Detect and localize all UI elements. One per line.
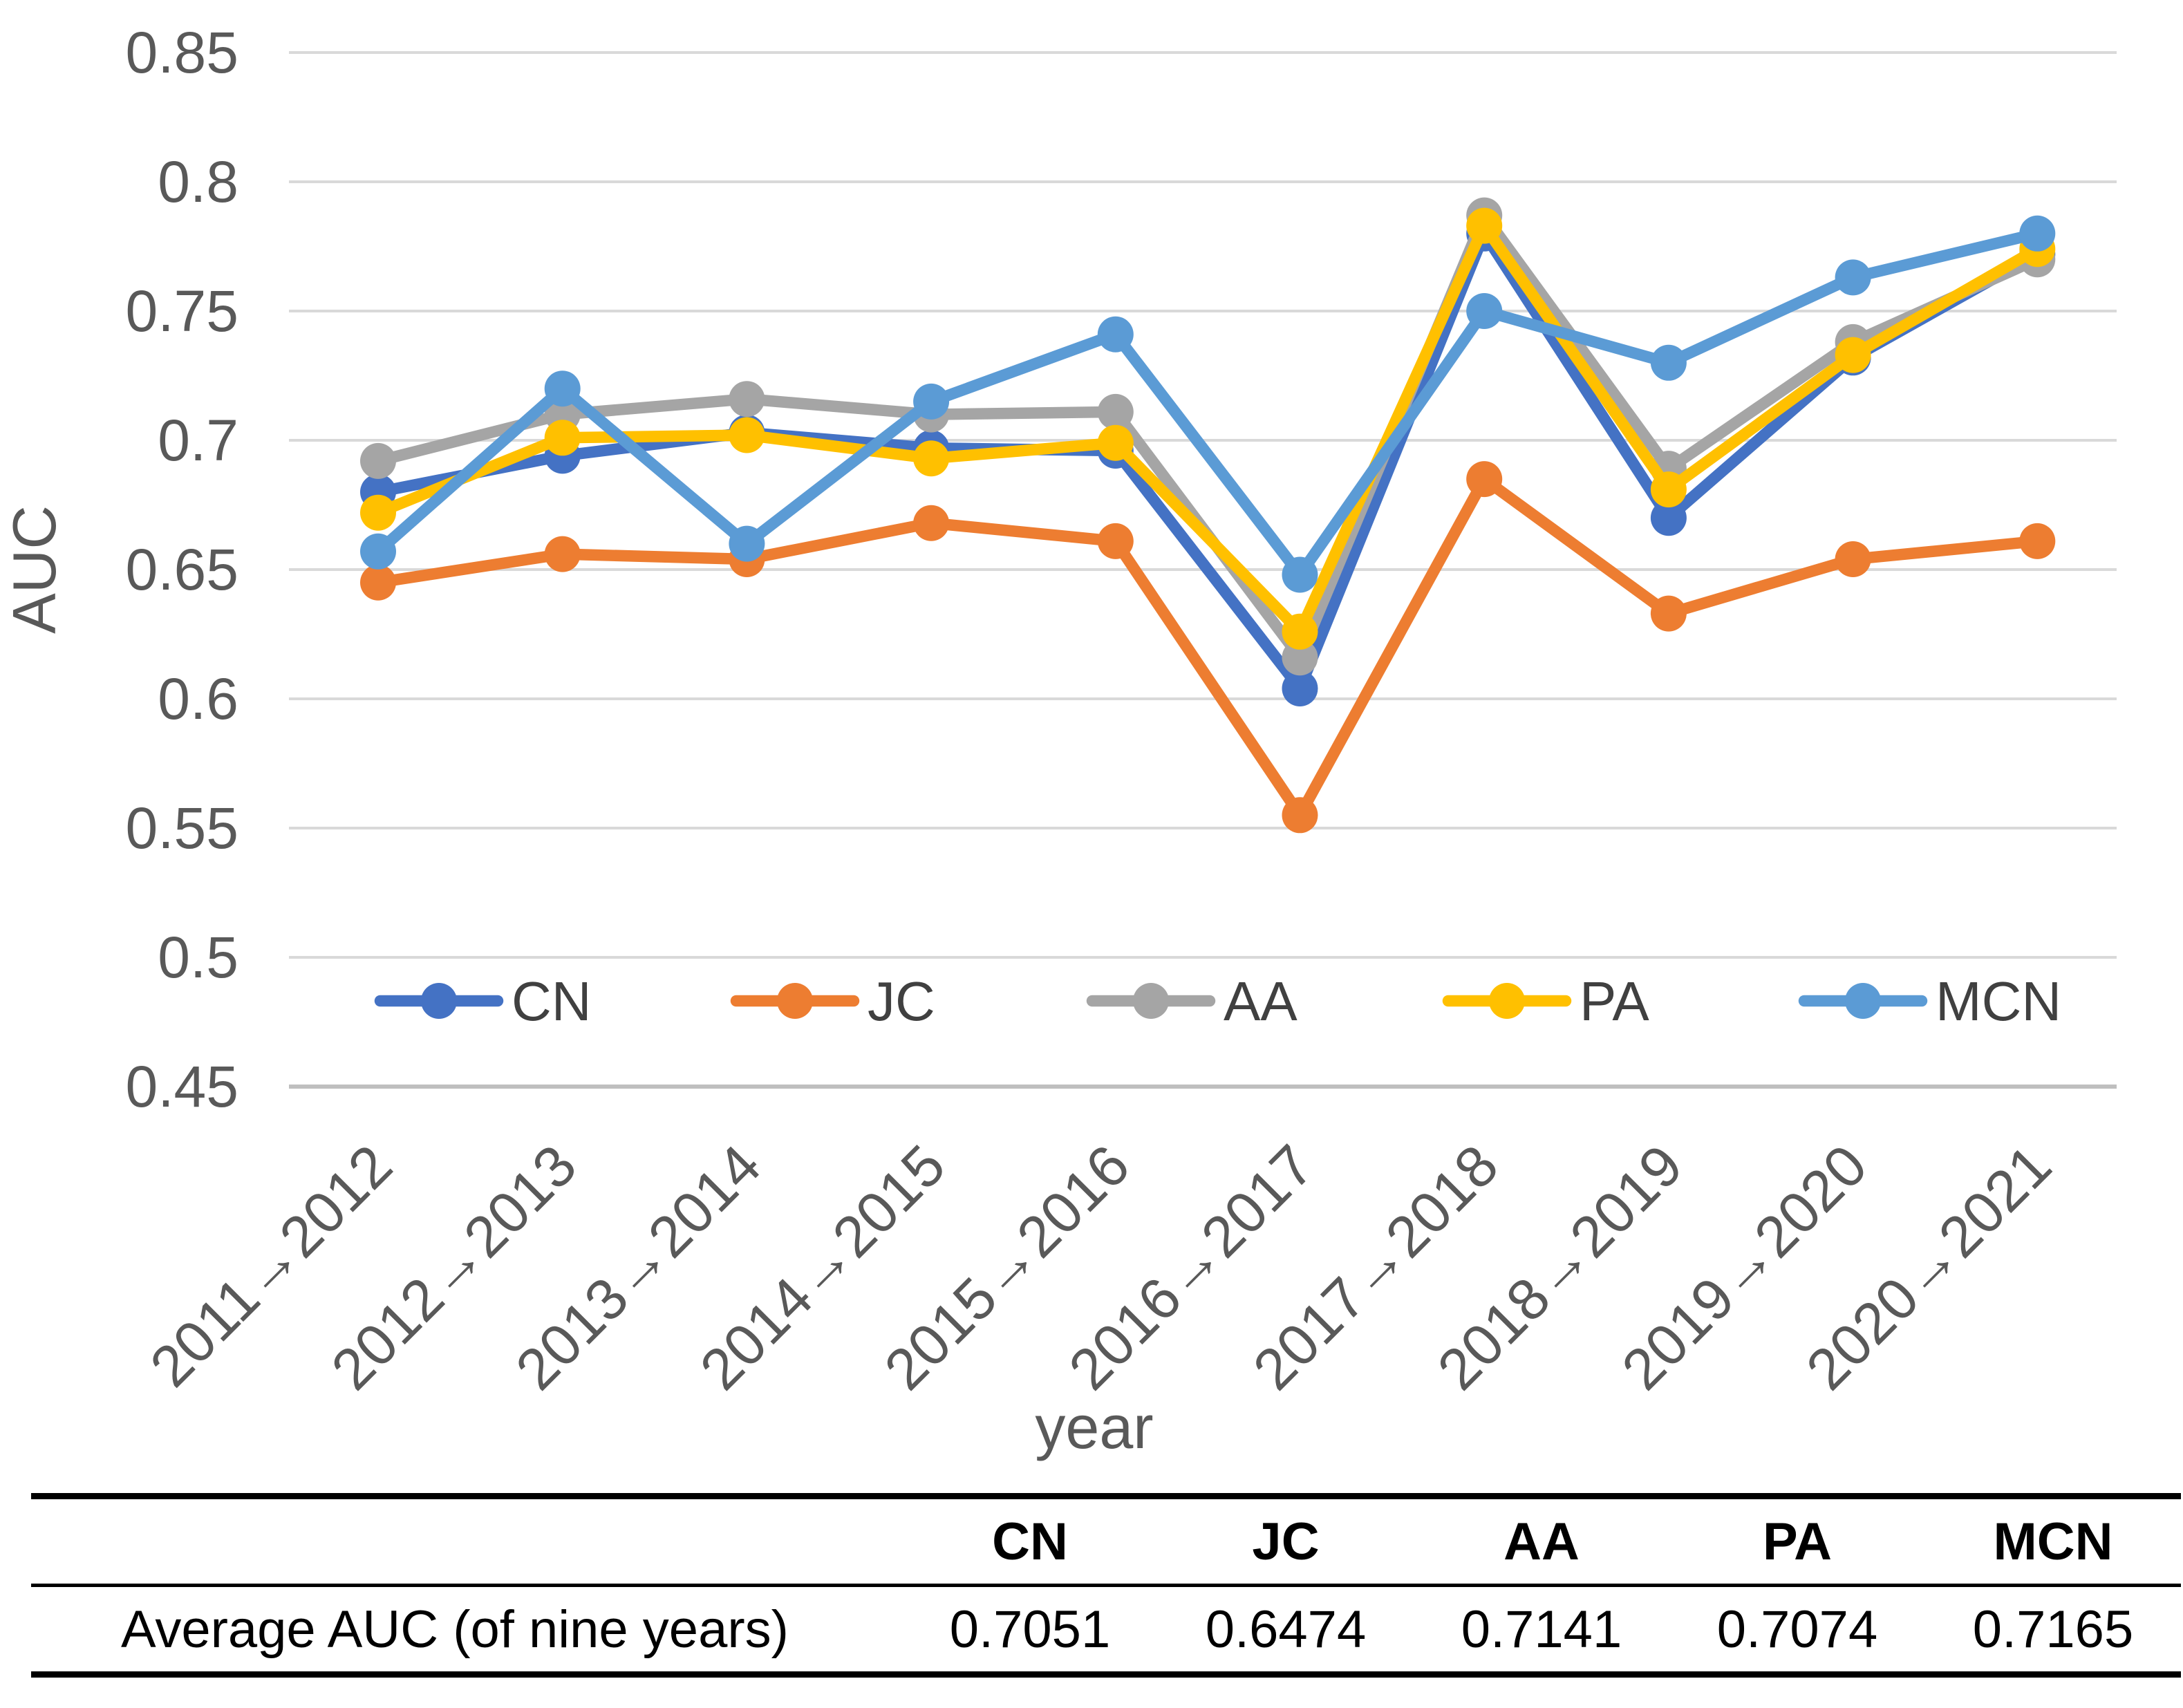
line-MCN [372, 227, 2043, 581]
data-point-PA [1097, 424, 1134, 461]
legend-marker-dot-CN [421, 983, 457, 1019]
table-value-MCN: 0.7165 [1972, 1599, 2134, 1659]
data-point-MCN [913, 383, 950, 420]
table-header-JC: JC [1252, 1512, 1320, 1571]
table-value-CN: 0.7051 [949, 1599, 1111, 1659]
legend-label-PA: PA [1580, 970, 1649, 1032]
data-point-MCN [729, 525, 765, 562]
data-point-JC [544, 536, 581, 572]
data-point-PA [913, 440, 950, 477]
table-value-AA: 0.7141 [1461, 1599, 1622, 1659]
average-auc-table: CN JC AA PA MCN Average AUC (of nine years) 0… [31, 1493, 2181, 1678]
legend-marker-dot-JC [777, 983, 813, 1019]
data-point-AA [360, 442, 396, 479]
summary-table-wrap: CN JC AA PA MCN Average AUC (of nine years) 0… [31, 1493, 2181, 1678]
data-point-MCN [1835, 259, 1871, 296]
legend-marker-dot-AA [1133, 983, 1169, 1019]
data-point-MCN [1097, 316, 1134, 353]
series-MCN [360, 215, 2056, 593]
data-point-JC [1282, 797, 1318, 834]
legend-marker-dot-MCN [1845, 983, 1881, 1019]
line-CN [372, 227, 2043, 695]
y-tick-label: 0.85 [126, 20, 239, 85]
legend-marker-dot-PA [1489, 983, 1525, 1019]
x-axis-title: year [1035, 1393, 1153, 1461]
auc-line-chart: 0.85 0.8 0.75 0.7 0.65 0.6 0.55 0.5 0.45 2011→20… [0, 20, 2117, 1461]
data-point-JC [1835, 541, 1871, 577]
data-point-AA [1282, 639, 1318, 676]
table-header-row: CN JC AA PA MCN [31, 1496, 2181, 1586]
data-point-CN [1650, 500, 1687, 536]
data-point-JC [1097, 523, 1134, 559]
data-point-MCN [2019, 215, 2056, 252]
data-point-JC [1650, 595, 1687, 632]
table-header-AA: AA [1503, 1512, 1580, 1571]
data-point-AA [1097, 393, 1134, 430]
table-header-PA: PA [1763, 1512, 1832, 1571]
data-point-JC [2019, 523, 2056, 559]
legend-label-CN: CN [512, 970, 592, 1032]
table-row: Average AUC (of nine years) 0.7051 0.6474 0… [31, 1586, 2181, 1675]
data-point-MCN [1650, 344, 1687, 381]
y-tick-label: 0.75 [126, 279, 239, 344]
data-point-MCN [544, 370, 581, 407]
y-axis-tick-labels: 0.85 0.8 0.75 0.7 0.65 0.6 0.55 0.5 0.45 [126, 20, 239, 1119]
data-point-PA [1282, 613, 1318, 650]
legend-label-MCN: MCN [1936, 970, 2061, 1032]
data-point-PA [360, 494, 396, 531]
table-value-PA: 0.7074 [1716, 1599, 1878, 1659]
table-corner-cell [31, 1496, 902, 1586]
y-axis-title: AUC [0, 505, 68, 634]
line-JC [372, 473, 2043, 821]
x-axis-tick-labels: 2011→20122012→20132013→20142014→20152015… [138, 1132, 2063, 1402]
data-point-CN [1282, 670, 1318, 706]
legend-item-AA: AA [1086, 970, 1297, 1032]
y-tick-label: 0.45 [126, 1054, 239, 1119]
series-lines [360, 197, 2056, 834]
table-header-MCN: MCN [1993, 1512, 2113, 1571]
series-JC [360, 461, 2056, 834]
legend: CN JC AA PA MCN [374, 970, 2061, 1032]
data-point-JC [360, 564, 396, 601]
table-value-JC: 0.6474 [1205, 1599, 1367, 1659]
line-PA [372, 220, 2043, 638]
data-point-JC [913, 505, 950, 541]
data-point-PA [1835, 337, 1871, 373]
table-row-label: Average AUC (of nine years) [121, 1599, 789, 1659]
y-tick-label: 0.5 [158, 925, 238, 990]
legend-item-PA: PA [1442, 970, 1649, 1032]
table-header-CN: CN [992, 1512, 1068, 1571]
y-tick-label: 0.8 [158, 149, 238, 214]
legend-item-JC: JC [730, 970, 935, 1032]
y-tick-label: 0.7 [158, 408, 238, 473]
data-point-PA [729, 417, 765, 453]
y-tick-label: 0.65 [126, 537, 239, 602]
y-tick-label: 0.55 [126, 796, 239, 861]
data-point-MCN [360, 533, 396, 570]
data-point-AA [729, 381, 765, 417]
data-point-MCN [1466, 293, 1503, 329]
legend-label-JC: JC [868, 970, 935, 1032]
y-tick-label: 0.6 [158, 666, 238, 731]
data-point-PA [544, 420, 581, 456]
data-point-MCN [1282, 556, 1318, 593]
data-point-JC [1466, 461, 1503, 498]
data-point-PA [1650, 471, 1687, 508]
data-point-PA [1466, 207, 1503, 244]
legend-item-MCN: MCN [1798, 970, 2061, 1032]
legend-item-CN: CN [374, 970, 592, 1032]
legend-label-AA: AA [1224, 970, 1297, 1032]
